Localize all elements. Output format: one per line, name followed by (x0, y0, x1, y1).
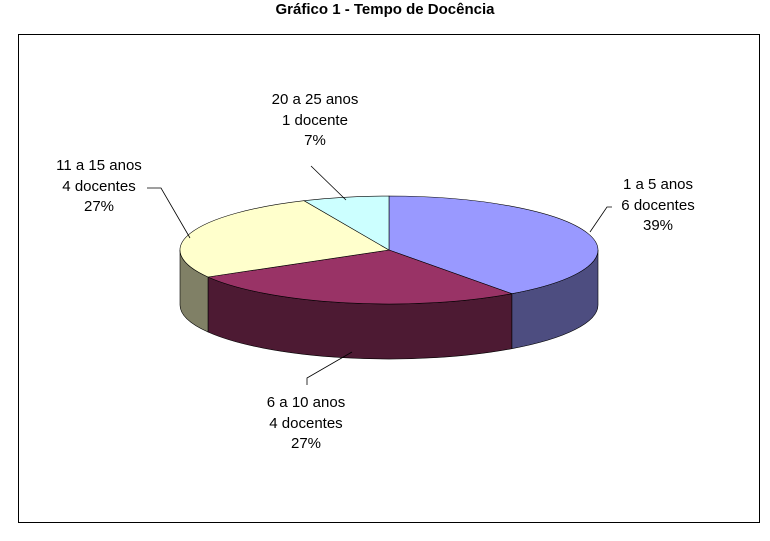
leader-line-6-a-10-anos (306, 351, 353, 385)
label-category: 11 a 15 anos (56, 157, 142, 174)
label-percent: 27% (83, 198, 115, 215)
data-label-6-a-10-anos: 6 a 10 anos 4 docentes 27% (267, 393, 345, 455)
data-label-1-a-5-anos: 1 a 5 anos 6 docentes 39% (621, 175, 694, 237)
leader-line-1-a-5-anos (589, 206, 612, 233)
label-count: 6 docentes (621, 196, 695, 214)
leader-line-20-a-25-anos (310, 165, 347, 201)
label-category: 6 a 10 anos (266, 394, 346, 411)
pie-sides (179, 249, 599, 360)
data-label-20-a-25-anos: 20 a 25 anos 1 docente 7% (272, 90, 359, 152)
pie-slice-1-a-5-anos (388, 195, 599, 294)
label-count: 1 docente (282, 111, 348, 129)
label-category: 1 a 5 anos (622, 176, 694, 193)
leader-lines (147, 165, 612, 385)
leader-line-11-a-15-anos (147, 187, 191, 239)
plot-area-frame (18, 34, 760, 523)
data-label-11-a-15-anos: 11 a 15 anos 4 docentes 27% (56, 156, 142, 218)
label-percent: 7% (304, 132, 326, 149)
label-percent: 39% (642, 217, 674, 234)
pie-tops (179, 195, 599, 305)
label-count: 4 docentes (62, 177, 136, 195)
label-count: 4 docentes (269, 414, 343, 432)
pie-slice-20-a-25-anos (303, 195, 390, 251)
label-category: 20 a 25 anos (271, 91, 359, 108)
label-percent: 27% (290, 435, 322, 452)
pie-slice-6-a-10-anos (206, 249, 513, 305)
chart-title: Gráfico 1 - Tempo de Docência (275, 1, 495, 18)
